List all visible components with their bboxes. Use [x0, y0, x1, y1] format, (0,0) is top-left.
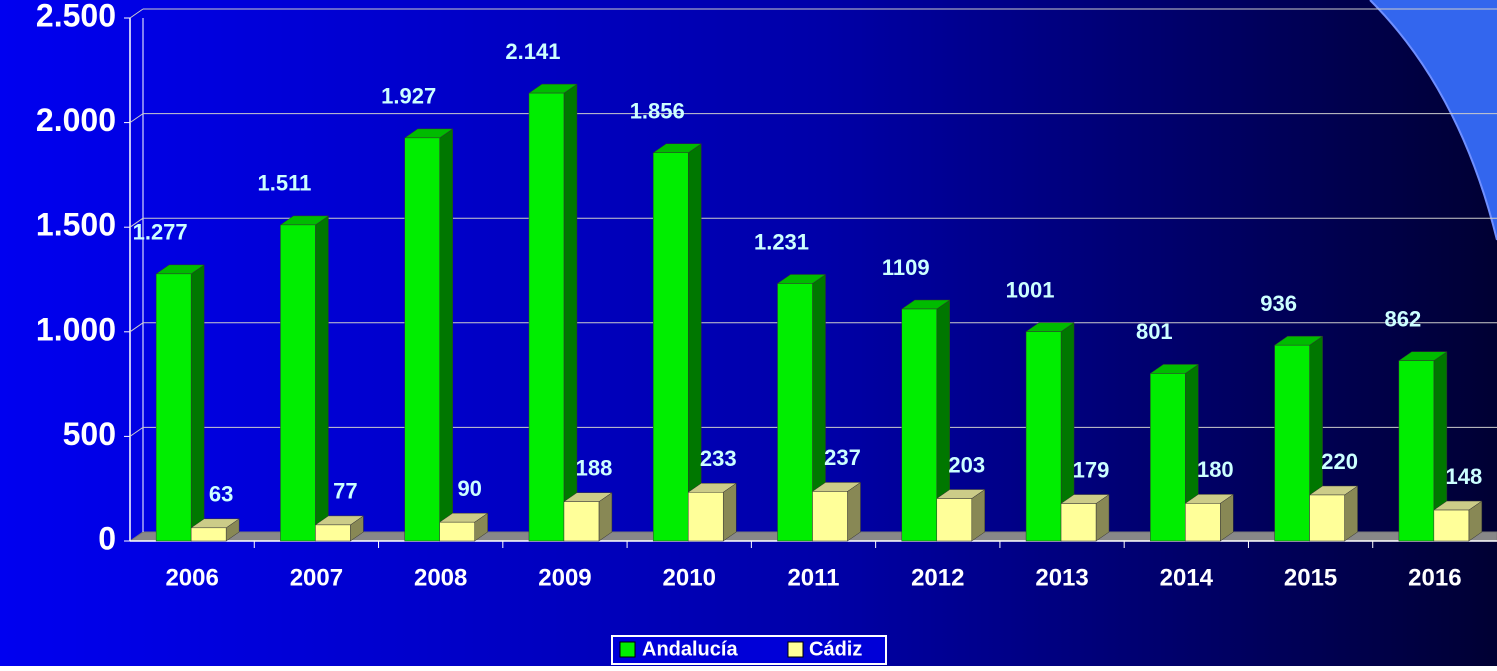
data-label: 220: [1321, 449, 1358, 474]
bar: [652, 152, 689, 542]
x-tick-label: 2007: [290, 564, 343, 591]
data-label: 1001: [1006, 277, 1055, 302]
bar: [1060, 503, 1097, 542]
y-tick-label: 0: [98, 520, 116, 556]
y-tick-label: 2.500: [36, 0, 116, 33]
bar: [936, 498, 973, 542]
bar-side: [687, 143, 702, 542]
bar-side: [722, 482, 737, 542]
x-tick-label: 2015: [1284, 564, 1337, 591]
bar-side: [315, 215, 329, 542]
x-tick-label: 2008: [414, 564, 467, 591]
bar: [1274, 344, 1310, 542]
bar-side: [847, 481, 861, 542]
data-label: 936: [1260, 291, 1297, 316]
data-label: 801: [1136, 319, 1173, 344]
decoration: [1370, 0, 1497, 240]
data-label: 148: [1446, 464, 1483, 489]
bar: [777, 283, 813, 542]
bar: [1433, 509, 1470, 542]
bar: [1398, 360, 1435, 542]
bar: [812, 491, 848, 542]
legend-swatch: [787, 641, 804, 658]
x-tick-label: 2013: [1035, 564, 1088, 591]
bar: [901, 308, 938, 542]
bar: [1025, 331, 1062, 542]
x-tick-label: 2006: [165, 564, 218, 591]
bar: [1185, 503, 1221, 542]
grid-line: [129, 322, 144, 333]
y-tick-label: 500: [63, 416, 116, 452]
data-label: 237: [824, 445, 861, 470]
x-tick-label: 2014: [1160, 564, 1214, 591]
legend-label: Andalucía: [642, 638, 738, 660]
x-tick-label: 2012: [911, 564, 964, 591]
data-label: 90: [457, 476, 481, 501]
bar: [280, 224, 316, 542]
x-tick-label: 2010: [663, 564, 716, 591]
data-label: 1.856: [630, 99, 685, 124]
legend-box: [611, 635, 887, 665]
y-tick-label: 1.500: [36, 207, 116, 243]
bar: [155, 273, 192, 542]
data-label: 2.141: [505, 39, 560, 64]
data-label: 862: [1385, 306, 1422, 331]
plot: 0 500 1.000 1.500 2.000 2.500 2006 1.277 63 2007 1…: [36, 0, 1497, 591]
bar-side: [439, 128, 453, 542]
decoration-edge: [1369, 0, 1497, 241]
data-label: 1.927: [381, 84, 436, 109]
x-tick-label: 2016: [1408, 564, 1461, 591]
grid-line: [129, 426, 144, 437]
grid-line: [129, 113, 144, 124]
grid-line: [129, 217, 144, 228]
data-label: 188: [576, 455, 613, 480]
data-label: 180: [1197, 457, 1234, 482]
data-label: 1.277: [133, 220, 188, 245]
data-label: 1.511: [257, 171, 311, 196]
data-label: 179: [1073, 457, 1110, 482]
y-tick-label: 1.000: [36, 311, 116, 347]
bar: [687, 492, 724, 542]
data-label: 203: [948, 452, 985, 477]
bar: [563, 501, 600, 542]
x-tick-label: 2011: [787, 564, 839, 591]
bar: [439, 521, 475, 542]
data-label: 63: [209, 482, 233, 507]
bar: [1150, 373, 1186, 542]
grid-line: [129, 8, 144, 19]
y-tick-label: 2.000: [36, 102, 116, 138]
x-tick-label: 2009: [538, 564, 591, 591]
bar: [190, 527, 227, 542]
bar: [1309, 494, 1345, 542]
bar: [404, 137, 440, 542]
bar-side: [190, 264, 205, 542]
data-label: 77: [333, 479, 357, 504]
data-label: 233: [700, 446, 737, 471]
bar: [315, 524, 351, 542]
data-label: 1.231: [754, 229, 809, 254]
data-label: 1109: [882, 255, 930, 280]
legend-label: Cádiz: [809, 638, 862, 660]
legend-swatch: [619, 641, 636, 658]
bar: [528, 92, 565, 542]
legend: Andalucía Cádiz: [611, 635, 887, 665]
bar-side: [1344, 485, 1358, 542]
